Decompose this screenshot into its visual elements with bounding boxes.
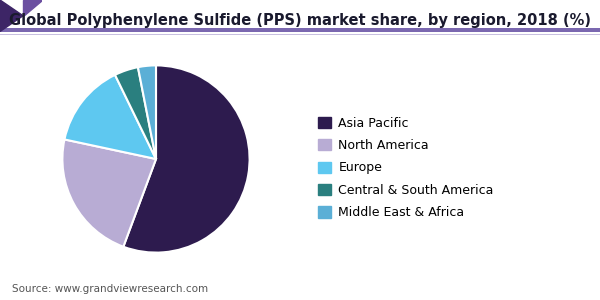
- Text: Source: www.grandviewresearch.com: Source: www.grandviewresearch.com: [12, 284, 208, 294]
- Text: Global Polyphenylene Sulfide (PPS) market share, by region, 2018 (%): Global Polyphenylene Sulfide (PPS) marke…: [9, 14, 591, 28]
- Polygon shape: [0, 0, 23, 32]
- Wedge shape: [138, 65, 156, 159]
- Wedge shape: [64, 75, 156, 159]
- Wedge shape: [115, 67, 156, 159]
- Wedge shape: [124, 65, 250, 253]
- Polygon shape: [23, 0, 42, 16]
- Wedge shape: [62, 140, 156, 247]
- Legend: Asia Pacific, North America, Europe, Central & South America, Middle East & Afri: Asia Pacific, North America, Europe, Cen…: [318, 117, 494, 219]
